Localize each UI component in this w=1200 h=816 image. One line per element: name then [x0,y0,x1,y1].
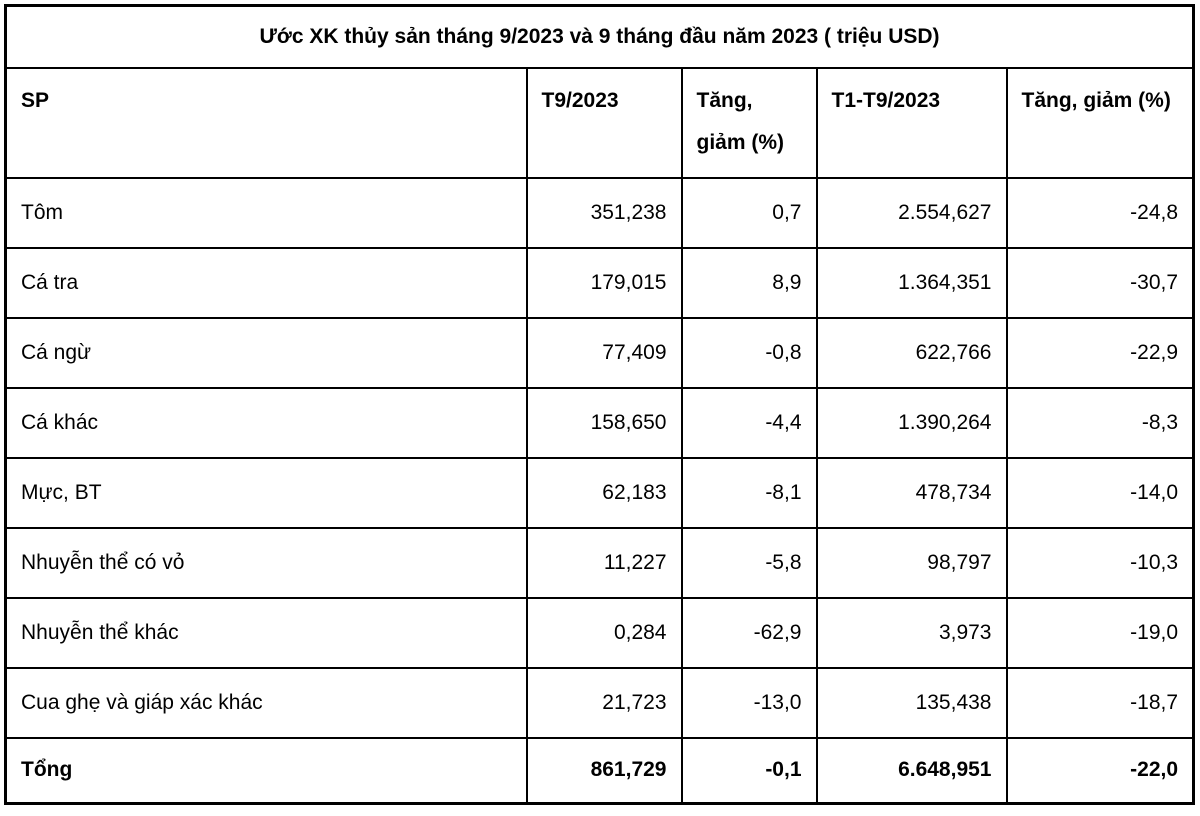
value-cell: -19,0 [1005,596,1195,669]
value-cell: -14,0 [1005,456,1195,529]
value-cell: -24,8 [1005,176,1195,249]
value-cell: -8,1 [680,456,818,529]
product-cell: Tôm [4,176,528,249]
value-cell: 0,7 [680,176,818,249]
total-value-cell: 861,729 [525,736,683,805]
column-header-change-t1-t9: Tăng, giảm (%) [1005,66,1195,179]
product-cell: Mực, BT [4,456,528,529]
value-cell: 1.364,351 [815,246,1008,319]
value-cell: 3,973 [815,596,1008,669]
value-cell: 1.390,264 [815,386,1008,459]
column-header-t1-t9-2023: T1-T9/2023 [815,66,1008,179]
value-cell: -22,9 [1005,316,1195,389]
value-cell: -8,3 [1005,386,1195,459]
row-ca-ngu: Cá ngừ 77,409 -0,8 622,766 -22,9 [4,316,1195,389]
product-cell: Nhuyễn thể khác [4,596,528,669]
row-tom: Tôm 351,238 0,7 2.554,627 -24,8 [4,176,1195,249]
value-cell: -5,8 [680,526,818,599]
value-cell: 0,284 [525,596,683,669]
table-title-row: Ước XK thủy sản tháng 9/2023 và 9 tháng … [4,4,1195,69]
row-nhuyen-the-co-vo: Nhuyễn thể có vỏ 11,227 -5,8 98,797 -10,… [4,526,1195,599]
product-cell: Cá tra [4,246,528,319]
row-ca-tra: Cá tra 179,015 8,9 1.364,351 -30,7 [4,246,1195,319]
value-cell: -30,7 [1005,246,1195,319]
value-cell: 351,238 [525,176,683,249]
value-cell: -18,7 [1005,666,1195,739]
value-cell: 77,409 [525,316,683,389]
value-cell: 179,015 [525,246,683,319]
table-header-row: SP T9/2023 Tăng, giảm (%) T1-T9/2023 Tăn… [4,66,1195,179]
value-cell: 135,438 [815,666,1008,739]
total-row: Tổng 861,729 -0,1 6.648,951 -22,0 [4,736,1195,805]
column-header-sp: SP [4,66,528,179]
row-muc-bt: Mực, BT 62,183 -8,1 478,734 -14,0 [4,456,1195,529]
value-cell: 98,797 [815,526,1008,599]
value-cell: 622,766 [815,316,1008,389]
product-cell: Cua ghẹ và giáp xác khác [4,666,528,739]
row-ca-khac: Cá khác 158,650 -4,4 1.390,264 -8,3 [4,386,1195,459]
total-value-cell: -0,1 [680,736,818,805]
value-cell: 8,9 [680,246,818,319]
value-cell: -13,0 [680,666,818,739]
value-cell: -62,9 [680,596,818,669]
product-cell: Cá ngừ [4,316,528,389]
total-value-cell: 6.648,951 [815,736,1008,805]
value-cell: 21,723 [525,666,683,739]
row-nhuyen-the-khac: Nhuyễn thể khác 0,284 -62,9 3,973 -19,0 [4,596,1195,669]
total-value-cell: -22,0 [1005,736,1195,805]
value-cell: -10,3 [1005,526,1195,599]
total-label-cell: Tổng [4,736,528,805]
value-cell: 158,650 [525,386,683,459]
value-cell: 11,227 [525,526,683,599]
seafood-export-table: Ước XK thủy sản tháng 9/2023 và 9 tháng … [4,4,1196,805]
value-cell: 478,734 [815,456,1008,529]
product-cell: Cá khác [4,386,528,459]
row-cua-ghe: Cua ghẹ và giáp xác khác 21,723 -13,0 13… [4,666,1195,739]
value-cell: 62,183 [525,456,683,529]
column-header-change-t9: Tăng, giảm (%) [680,66,818,179]
table-title: Ước XK thủy sản tháng 9/2023 và 9 tháng … [4,4,1195,69]
value-cell: 2.554,627 [815,176,1008,249]
value-cell: -4,4 [680,386,818,459]
value-cell: -0,8 [680,316,818,389]
product-cell: Nhuyễn thể có vỏ [4,526,528,599]
column-header-t9-2023: T9/2023 [525,66,683,179]
